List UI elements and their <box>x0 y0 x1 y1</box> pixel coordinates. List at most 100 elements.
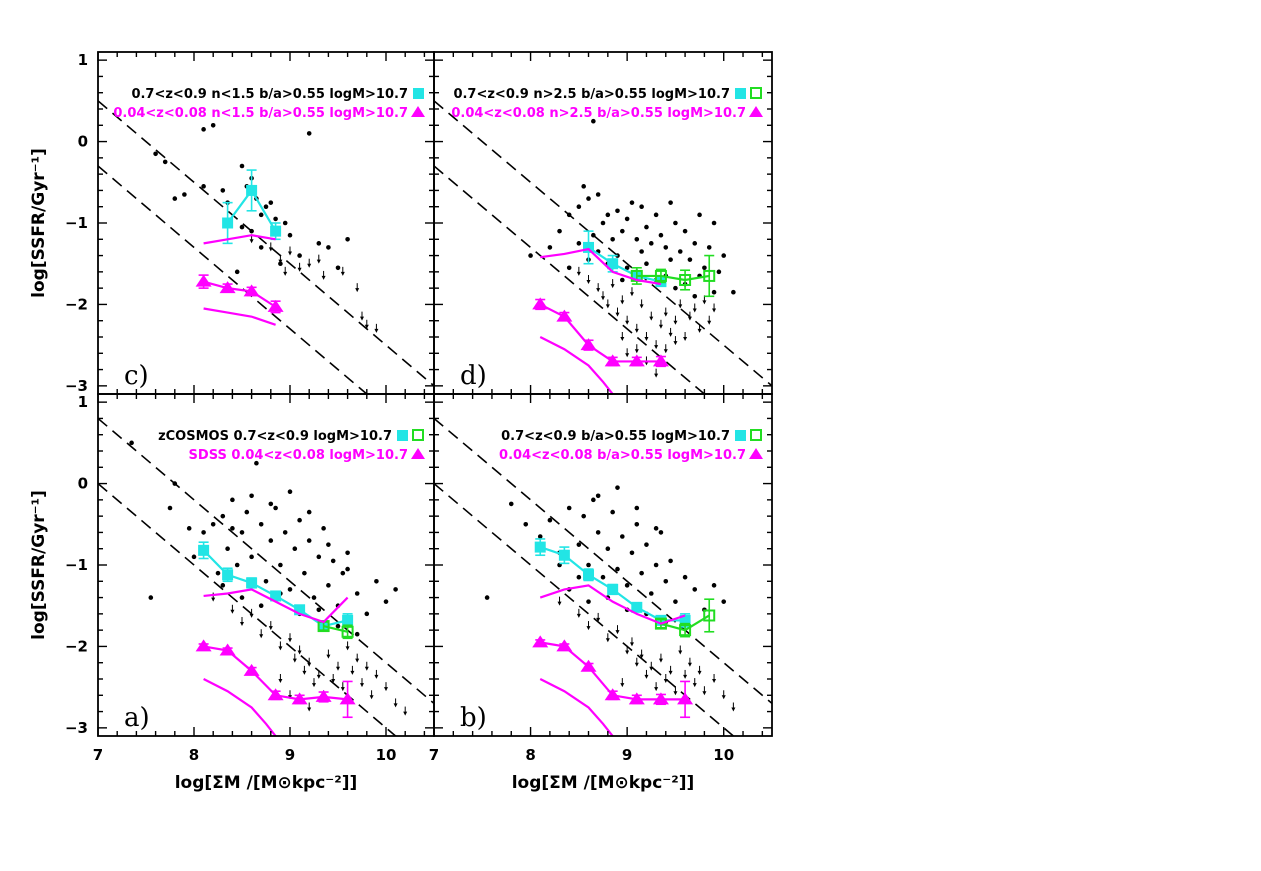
upper-limit-arrow <box>374 323 379 333</box>
data-point <box>201 530 206 535</box>
panel-b: 7 8 9 10 log[ΣM /[M⊙kpc⁻²]] b) 0.7<z<0.9 b/a>0… <box>429 393 773 793</box>
upper-limit-arrow <box>605 299 610 309</box>
data-point <box>634 505 640 511</box>
upper-limit-arrow <box>663 344 668 354</box>
data-point <box>249 493 254 499</box>
plot-area <box>98 100 434 394</box>
legend-entry: zCOSMOS 0.7<z<0.9 logM>10.7 <box>158 429 392 444</box>
upper-limit-arrow <box>268 621 273 631</box>
upper-limit-arrow <box>601 291 605 301</box>
upper-limit-arrow <box>249 608 254 618</box>
data-point <box>508 501 514 507</box>
data-point <box>653 212 659 218</box>
upper-limit-arrow <box>403 706 408 716</box>
data-point <box>287 489 293 495</box>
upper-limit-arrow <box>702 686 707 696</box>
upper-limit-arrow <box>731 702 736 712</box>
upper-limit-arrow <box>649 311 654 321</box>
upper-limit-arrow <box>316 669 321 679</box>
upper-limit-arrow <box>586 275 591 284</box>
legend-marker-filled-triangle <box>411 448 425 459</box>
upper-limit-arrow <box>240 617 244 626</box>
data-point <box>239 595 245 600</box>
marker-open-square <box>654 617 667 630</box>
legend-marker-open-square <box>750 87 762 99</box>
data-point <box>668 257 673 262</box>
marker-filled-square <box>342 614 354 626</box>
error-bar <box>704 254 715 298</box>
x-tick-label: 7 <box>429 746 439 764</box>
diagonal-reference-line <box>434 482 735 736</box>
upper-limit-arrow <box>350 665 355 675</box>
data-point <box>610 509 615 515</box>
data-point <box>326 583 331 588</box>
data-point <box>201 184 206 189</box>
data-point <box>201 127 206 132</box>
data-point <box>644 261 649 267</box>
series-line <box>539 303 661 363</box>
marker-filled-triangle <box>604 354 621 367</box>
upper-limit-arrow <box>634 344 639 354</box>
data-point <box>615 485 620 490</box>
data-point <box>547 517 553 523</box>
upper-limit-arrow <box>721 690 726 700</box>
data-point <box>258 245 264 250</box>
data-point <box>273 505 278 511</box>
data-point <box>673 599 678 604</box>
upper-limit-arrow <box>307 657 312 667</box>
upper-limit-arrow <box>340 266 345 276</box>
data-point <box>591 118 596 124</box>
x-axis-label: log[ΣM /[M⊙kpc⁻²]] <box>175 773 358 793</box>
upper-limit-arrow <box>364 661 369 671</box>
data-point <box>731 289 736 295</box>
upper-limit-arrow <box>678 299 683 309</box>
diagonal-reference-line <box>98 417 434 705</box>
panel-label: d) <box>460 361 487 391</box>
data-point <box>576 542 582 547</box>
marker-filled-triangle <box>556 639 573 652</box>
panel-frame <box>97 51 435 395</box>
panel-d: d) 0.7<z<0.9 n>2.5 b/a>0.55 logM>10.7 0.04… <box>433 51 773 395</box>
x-tick-label: 9 <box>285 746 295 764</box>
diagonal-reference-line <box>98 165 369 394</box>
data-point <box>639 249 644 254</box>
legend-marker-filled-square <box>735 88 746 99</box>
upper-limit-arrow <box>692 303 697 313</box>
data-point <box>162 159 168 165</box>
marker-filled-triangle <box>315 689 332 702</box>
plot-area <box>434 417 772 736</box>
data-point <box>287 587 293 592</box>
median-line <box>203 234 276 245</box>
error-bar <box>704 598 715 633</box>
data-point <box>210 521 216 527</box>
marker-filled-square <box>558 549 570 561</box>
upper-limit-arrow <box>340 682 345 692</box>
median-line <box>539 584 686 625</box>
upper-limit-arrow <box>654 368 659 378</box>
data-point <box>586 599 591 604</box>
upper-limit-arrow <box>673 315 678 325</box>
upper-limit-arrow <box>297 645 302 655</box>
data-point <box>268 200 274 205</box>
median-line <box>540 247 662 286</box>
legend-entry: 0.7<z<0.9 n>2.5 b/a>0.55 logM>10.7 <box>453 87 730 102</box>
upper-limit-arrow <box>336 661 340 671</box>
data-point <box>653 562 659 568</box>
marker-filled-triangle <box>580 338 597 351</box>
upper-limit-arrow <box>331 674 336 683</box>
legend-entry: 0.04<z<0.08 b/a>0.55 logM>10.7 <box>499 448 746 463</box>
upper-limit-arrow <box>634 323 639 333</box>
plot-area <box>434 100 772 394</box>
x-tick-label: 8 <box>189 746 199 764</box>
legend-marker-filled-square <box>397 430 408 441</box>
upper-limit-arrow <box>629 287 634 297</box>
upper-limit-arrow <box>625 348 630 358</box>
data-point <box>383 599 389 604</box>
y-tick-label: −3 <box>65 377 88 395</box>
series-line <box>203 280 277 308</box>
marker-filled-triangle <box>580 659 597 672</box>
upper-limit-arrow <box>639 649 644 659</box>
data-point <box>620 228 625 234</box>
marker-filled-triangle <box>652 354 669 367</box>
